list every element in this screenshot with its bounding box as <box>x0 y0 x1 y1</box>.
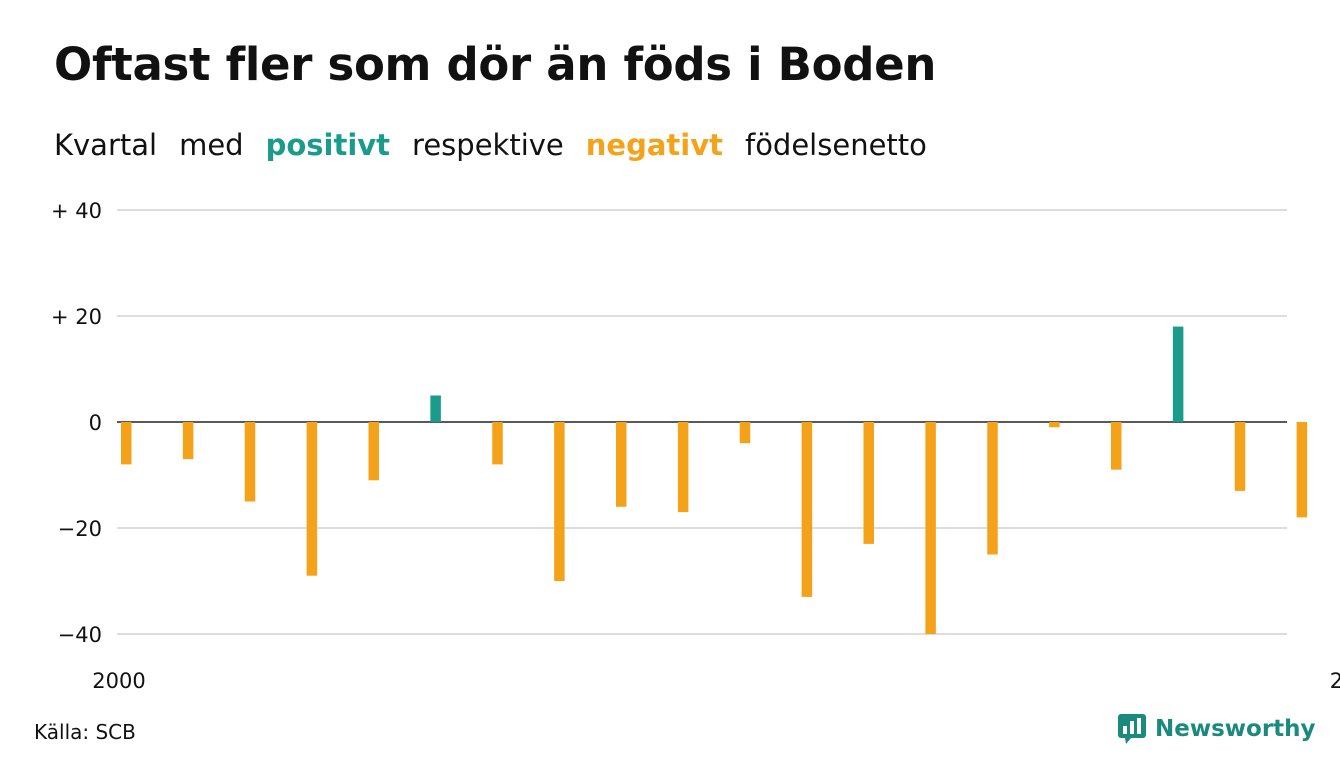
subtitle-word: Kvartal <box>54 128 158 162</box>
x-tick-label: 2000 <box>92 669 145 693</box>
newsworthy-logo: Newsworthy <box>1117 713 1316 745</box>
bar <box>1049 422 1060 428</box>
bar <box>616 422 627 507</box>
newsworthy-logo-icon <box>1118 714 1146 744</box>
y-tick-label: + 20 <box>51 305 102 329</box>
bar <box>863 422 874 544</box>
bar <box>1296 422 1308 518</box>
bar <box>182 422 194 460</box>
bar <box>121 422 132 465</box>
subtitle-negative-label: negativt <box>585 128 723 162</box>
bar <box>987 422 998 555</box>
bar <box>492 422 503 465</box>
bar <box>1234 422 1246 491</box>
x-tick-label: 2005 <box>1330 669 1340 693</box>
chart-subtitle: Kvartal med positivt respektive negativt föde… <box>54 128 949 162</box>
y-tick-label: + 40 <box>51 199 102 223</box>
bar <box>306 422 318 576</box>
subtitle-word: födelsenetto <box>744 128 927 162</box>
bar-chart: + 40+ 200−20−4020002005201020152020 <box>51 199 1340 693</box>
bar <box>677 422 689 513</box>
bar <box>925 422 936 634</box>
bar <box>1172 326 1184 422</box>
source-note: Källa: SCB <box>34 720 136 744</box>
bar <box>1111 422 1122 470</box>
subtitle-positive-label: positivt <box>265 128 391 162</box>
bar <box>430 395 441 422</box>
chart-title: Oftast fler som dör än föds i Boden <box>54 38 937 91</box>
bar <box>554 422 565 581</box>
y-tick-label: −20 <box>58 517 102 541</box>
y-tick-label: 0 <box>89 411 102 435</box>
y-tick-label: −40 <box>58 623 102 647</box>
bar <box>801 422 813 597</box>
bar <box>739 422 751 444</box>
bar <box>368 422 379 481</box>
subtitle-word: med <box>179 128 244 162</box>
subtitle-word: respektive <box>412 128 564 162</box>
bar <box>244 422 256 502</box>
logo-text: Newsworthy <box>1155 716 1316 742</box>
